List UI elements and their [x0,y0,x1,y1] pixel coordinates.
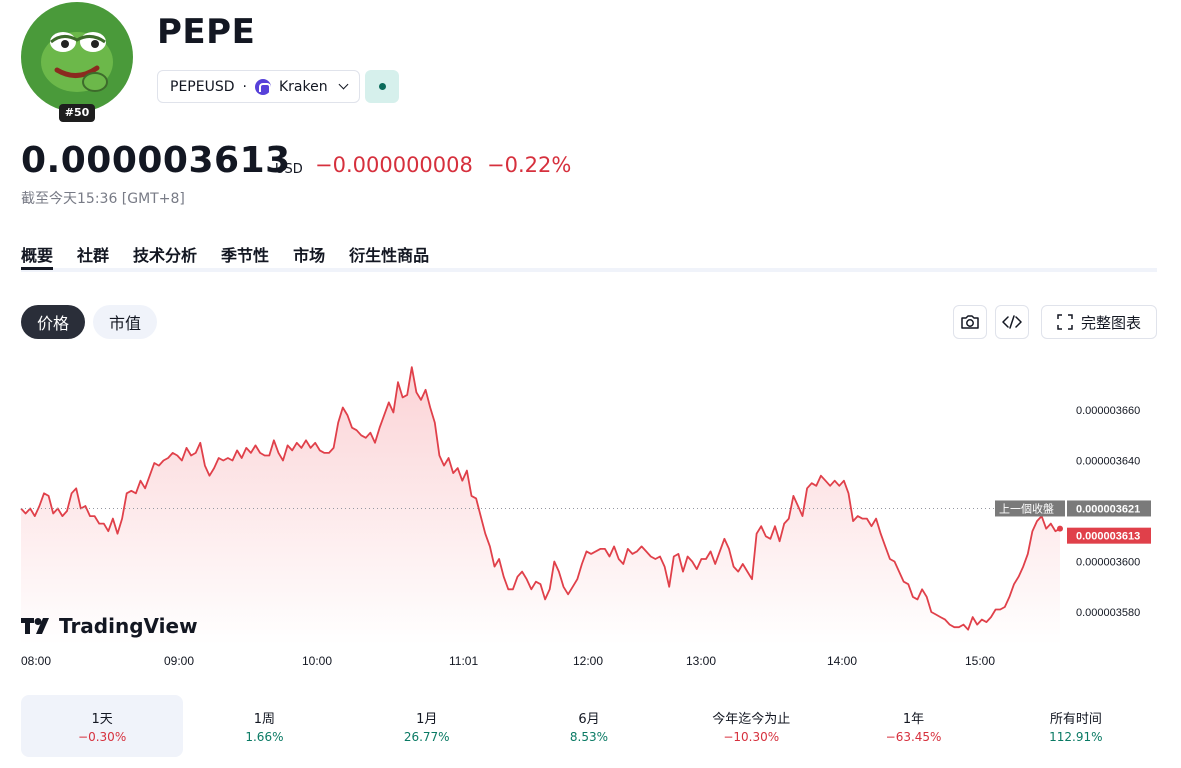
price-toggle-button[interactable]: 价格 [21,305,85,339]
full-chart-button[interactable]: 完整图表 [1041,305,1157,339]
current-price-tag-bg [1067,527,1151,544]
exchange-selector[interactable]: PEPEUSD · Kraken [157,70,360,103]
price-chart-svg: 0.000003660 0.000003640 0.000003600 0.00000… [20,366,1151,668]
period-value: −10.30% [723,730,780,744]
period-label: 1年 [902,712,925,727]
price-area-fill [21,367,1060,645]
symbol-label: PEPEUSD [170,78,235,95]
period-1y[interactable]: 1年 −63.45% [832,695,994,757]
market-status-indicator[interactable] [365,70,399,103]
x-tick-label: 09:00 [164,654,194,668]
tradingview-wordmark: TradingView [59,614,198,638]
prev-close-value-bg [1067,500,1151,517]
exchange-label: Kraken [278,78,328,95]
rank-badge: #50 [59,104,95,122]
period-label: 今年迄今为止 [712,712,791,727]
y-tick-label: 0.000003580 [1076,607,1140,619]
price-currency: USD [275,162,303,177]
period-1w[interactable]: 1周 1.66% [183,695,345,757]
price-chart[interactable]: 0.000003660 0.000003640 0.000003600 0.00000… [0,345,1181,680]
current-price-tag: 0.000003613 [1076,531,1140,543]
period-1m[interactable]: 1月 26.77% [346,695,508,757]
tradingview-logo[interactable]: TradingView [21,614,198,638]
x-tick-label: 11:01 [449,654,478,668]
fullscreen-icon [1057,314,1073,330]
code-icon [1002,315,1022,329]
quote-timestamp: 截至今天15:36 [GMT+8] [21,191,185,207]
period-value: −0.30% [78,730,127,744]
tradingview-icon [21,618,49,634]
section-tabs: 概要 社群 技术分析 季节性 市场 衍生性商品 [21,240,1157,272]
y-tick-label: 0.000003640 [1076,456,1140,468]
period-value: 8.53% [569,730,609,744]
chevron-down-icon [338,79,349,90]
x-tick-label: 14:00 [827,654,857,668]
status-dot-icon [378,83,386,90]
tab-community[interactable]: 社群 [77,246,110,265]
asset-title: PEPE [157,12,256,52]
snapshot-button[interactable] [953,305,987,339]
pepe-logo [21,2,133,112]
period-label: 1月 [416,712,438,727]
tab-markets[interactable]: 市场 [293,246,326,265]
prev-close-label: 上一個收盤 [999,501,1054,515]
market-cap-toggle-button[interactable]: 市值 [93,305,157,339]
last-price-dot [1057,525,1063,532]
price-change-percent: −0.22% [487,153,572,177]
camera-icon [961,315,979,329]
period-value: 112.91% [1049,730,1103,744]
tab-technicals[interactable]: 技术分析 [133,246,198,265]
full-chart-label: 完整图表 [1080,313,1141,332]
current-price: 0.000003613 [21,140,291,181]
period-value: 26.77% [403,730,450,744]
period-label: 1周 [253,712,276,727]
y-tick-label: 0.000003600 [1076,557,1140,569]
period-ytd[interactable]: 今年迄今为止 −10.30% [670,695,832,757]
x-tick-label: 08:00 [21,654,51,668]
frog-icon [41,32,113,92]
period-value: 1.66% [245,730,284,744]
x-tick-label: 12:00 [573,654,603,668]
tab-overview[interactable]: 概要 [21,240,54,270]
tab-derivatives[interactable]: 衍生性商品 [349,246,430,265]
price-series-line [20,366,1061,631]
price-change-absolute: −0.000000008 [315,153,473,177]
period-label: 1天 [91,712,113,727]
x-tick-label: 10:00 [302,654,332,668]
kraken-icon [254,78,271,95]
y-tick-label: 0.000003660 [1076,405,1140,417]
period-label: 6月 [578,712,600,727]
x-tick-label: 15:00 [965,654,995,668]
period-1d[interactable]: 1天 −0.30% [21,695,184,757]
separator: · [242,78,247,95]
tab-seasonals[interactable]: 季节性 [221,246,270,265]
period-value: −63.45% [885,730,942,744]
period-all[interactable]: 所有时间 112.91% [995,695,1157,757]
period-label: 所有时间 [1049,712,1102,727]
period-6m[interactable]: 6月 8.53% [508,695,670,757]
embed-button[interactable] [995,305,1029,339]
x-tick-label: 13:00 [686,654,716,668]
prev-close-value: 0.000003621 [1076,503,1140,515]
prev-close-label-bg [995,500,1065,517]
performance-periods: 1天 −0.30% 1周 1.66% 1月 26.77% 6月 8.53% 今年… [21,695,1157,757]
